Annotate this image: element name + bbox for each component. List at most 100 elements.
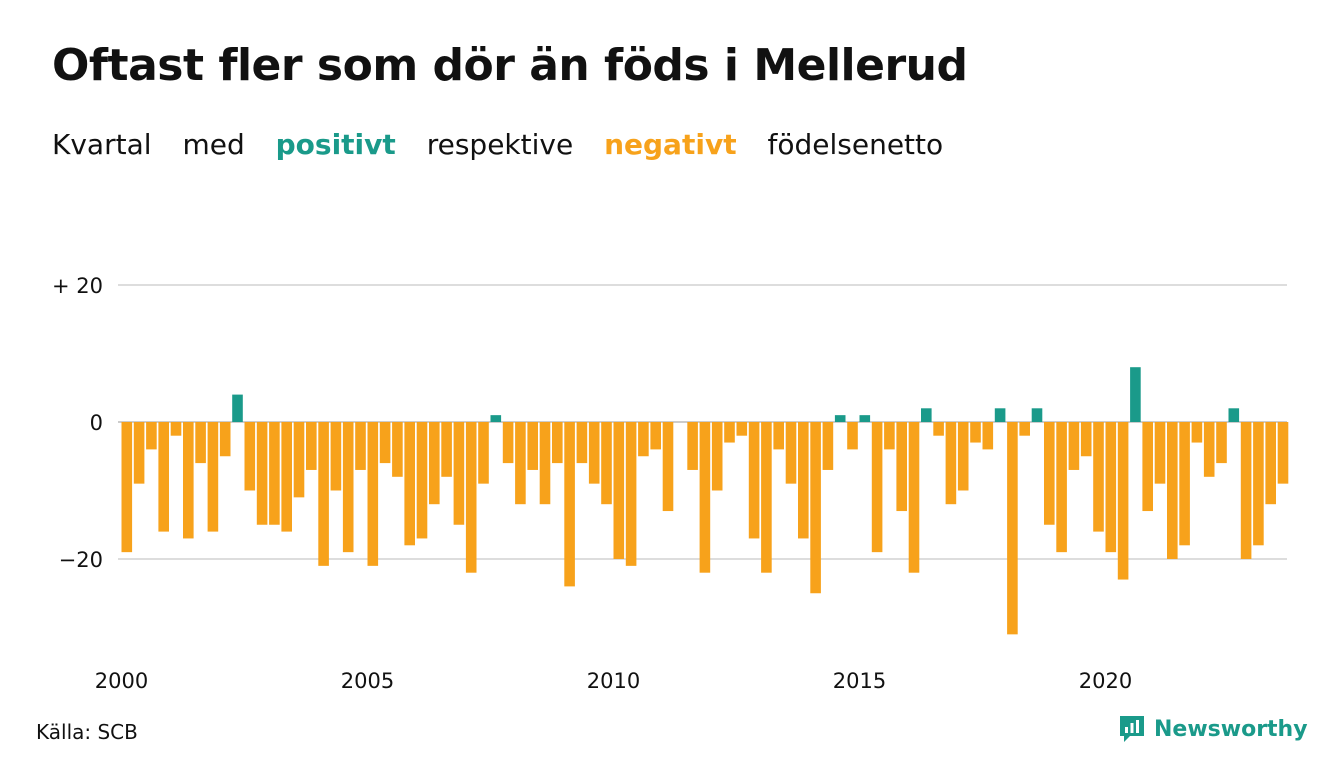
bar bbox=[564, 422, 575, 587]
bar bbox=[699, 422, 711, 573]
bar bbox=[748, 422, 760, 539]
bar bbox=[1216, 422, 1227, 464]
bar bbox=[798, 422, 809, 539]
bar bbox=[281, 422, 292, 532]
bar bbox=[502, 422, 514, 464]
bar bbox=[810, 422, 821, 594]
bar bbox=[1277, 422, 1289, 484]
logo-text: Newsworthy bbox=[1154, 716, 1308, 742]
bar bbox=[1056, 422, 1067, 553]
bar bbox=[392, 422, 403, 477]
bar bbox=[1154, 422, 1166, 484]
bar bbox=[133, 422, 145, 484]
bar bbox=[896, 422, 907, 512]
bar bbox=[662, 422, 674, 512]
bar bbox=[945, 422, 957, 505]
bar bbox=[195, 422, 206, 464]
bar bbox=[1117, 422, 1129, 580]
bar bbox=[146, 422, 157, 450]
bar bbox=[404, 422, 415, 546]
x-tick-label: 2000 bbox=[95, 669, 148, 693]
bar bbox=[367, 422, 379, 566]
chart-subtitle: Kvartal med positivt respektive negativt… bbox=[52, 128, 965, 161]
bar bbox=[465, 422, 477, 573]
bar bbox=[650, 422, 661, 450]
bar bbox=[527, 422, 538, 470]
bar bbox=[1228, 408, 1240, 422]
bar bbox=[232, 394, 243, 422]
bar bbox=[1007, 422, 1018, 635]
bar bbox=[1093, 422, 1104, 532]
bar bbox=[822, 422, 834, 470]
bar bbox=[256, 422, 268, 525]
bar bbox=[207, 422, 219, 532]
bar bbox=[441, 422, 452, 477]
y-tick-label: + 20 bbox=[52, 274, 103, 298]
x-tick-label: 2015 bbox=[833, 669, 886, 693]
x-tick-label: 2005 bbox=[341, 669, 394, 693]
bar bbox=[490, 415, 502, 422]
newsworthy-logo[interactable]: Newsworthy bbox=[1118, 714, 1308, 744]
y-tick-label: 0 bbox=[90, 411, 103, 435]
bar bbox=[625, 422, 637, 566]
bar bbox=[318, 422, 329, 566]
bar bbox=[773, 422, 784, 450]
bar bbox=[552, 422, 563, 464]
bar bbox=[1068, 422, 1080, 470]
bar bbox=[330, 422, 342, 491]
bar bbox=[1191, 422, 1203, 443]
bar bbox=[724, 422, 735, 443]
bar bbox=[355, 422, 366, 470]
bar bbox=[1019, 422, 1030, 436]
bar bbox=[921, 408, 932, 422]
bar bbox=[859, 415, 871, 422]
bar bbox=[638, 422, 649, 457]
bar bbox=[1265, 422, 1276, 505]
y-tick-label: −20 bbox=[59, 548, 103, 572]
bar bbox=[1130, 367, 1141, 422]
bar bbox=[306, 422, 317, 470]
bar bbox=[994, 408, 1006, 422]
bar bbox=[982, 422, 994, 450]
bar bbox=[933, 422, 944, 436]
bar bbox=[601, 422, 612, 505]
newsworthy-logo-icon bbox=[1120, 716, 1144, 742]
bar bbox=[736, 422, 748, 436]
bar bbox=[379, 422, 391, 464]
bar bbox=[687, 422, 698, 470]
bar bbox=[711, 422, 723, 491]
bar bbox=[158, 422, 169, 532]
bar bbox=[1179, 422, 1190, 546]
bar bbox=[834, 415, 846, 422]
subtitle-part-4: födelsenetto bbox=[767, 128, 944, 161]
bar bbox=[970, 422, 981, 443]
bar bbox=[183, 422, 194, 539]
bar bbox=[1080, 422, 1092, 457]
bar bbox=[453, 422, 465, 525]
x-tick-label: 2010 bbox=[587, 669, 640, 693]
subtitle-positive-label: positivt bbox=[275, 128, 396, 161]
bar bbox=[1240, 422, 1252, 559]
bar bbox=[416, 422, 428, 539]
bar bbox=[871, 422, 883, 553]
bar bbox=[269, 422, 280, 525]
bar bbox=[244, 422, 256, 491]
bar bbox=[1142, 422, 1153, 512]
bar bbox=[515, 422, 526, 505]
bar bbox=[293, 422, 305, 498]
bar bbox=[1167, 422, 1178, 559]
subtitle-part-2: med bbox=[182, 128, 245, 161]
bar bbox=[539, 422, 551, 505]
bar bbox=[761, 422, 772, 573]
bar bbox=[170, 422, 182, 436]
bar bbox=[785, 422, 797, 484]
bar bbox=[613, 422, 625, 559]
subtitle-negative-label: negativt bbox=[604, 128, 737, 161]
source-label: Källa: SCB bbox=[36, 720, 138, 744]
bar bbox=[957, 422, 969, 491]
bar bbox=[219, 422, 231, 457]
bar bbox=[1253, 422, 1264, 546]
bar bbox=[847, 422, 858, 450]
x-tick-label: 2020 bbox=[1079, 669, 1132, 693]
